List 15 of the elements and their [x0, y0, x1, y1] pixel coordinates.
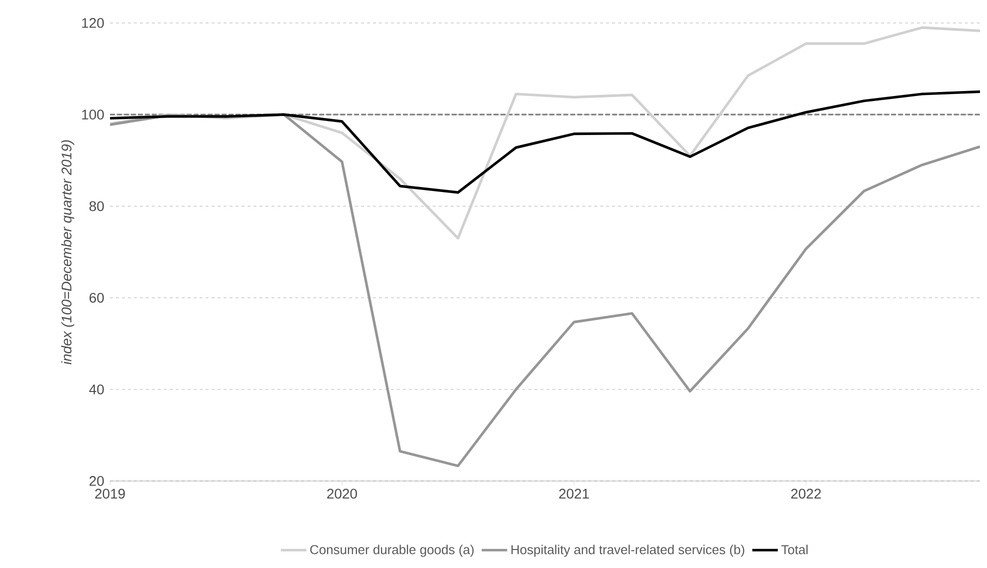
- y-tick-label: 80: [89, 201, 104, 212]
- x-tick-label: 2020: [327, 488, 357, 499]
- y-tick-label: 120: [82, 18, 104, 28]
- x-tick-label: 2022: [791, 488, 821, 499]
- x-tick-label: 2021: [559, 488, 589, 499]
- y-tick-label: 40: [89, 384, 104, 394]
- legend-label: Consumer durable goods (a): [310, 544, 474, 557]
- y-tick-label: 60: [90, 292, 104, 303]
- line-series: [110, 90, 980, 194]
- legend-label: Hospitality and travel-related services (b): [511, 544, 744, 557]
- y-tick-label: 100: [82, 110, 104, 120]
- y-tick-label: 20: [90, 476, 104, 486]
- x-tick-label: 2019: [95, 488, 125, 499]
- y-axis-title: index (100=December quarter 2019): [61, 140, 74, 364]
- legend-label: Total: [781, 544, 808, 554]
